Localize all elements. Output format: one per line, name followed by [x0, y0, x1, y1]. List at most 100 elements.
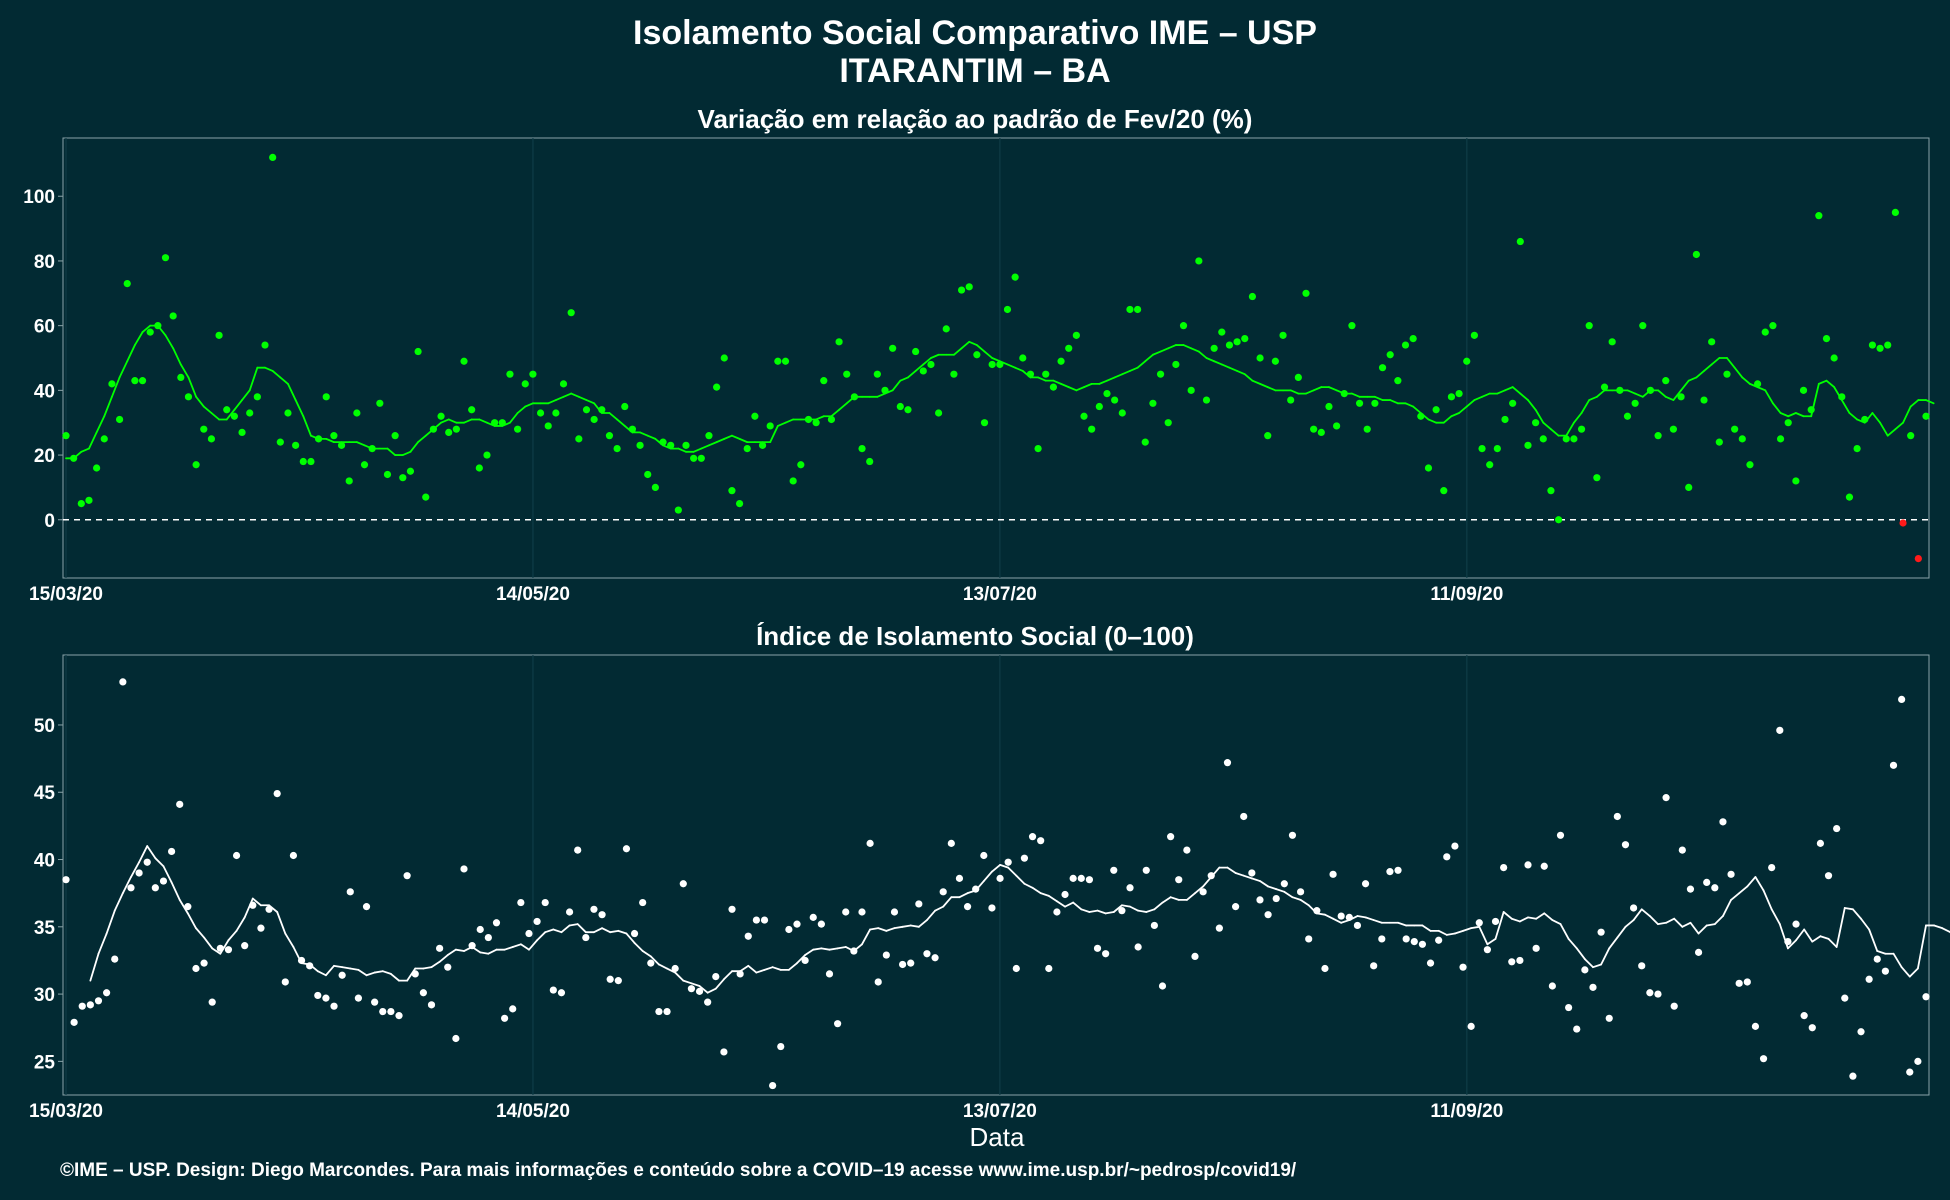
daily-point [735, 499, 744, 508]
moving-average-segment [279, 376, 289, 385]
daily-point [391, 432, 399, 440]
daily-point [1881, 967, 1889, 975]
daily-point [704, 998, 712, 1006]
daily-point [208, 998, 216, 1006]
moving-average-segment [1600, 947, 1611, 966]
daily-point [1111, 396, 1119, 404]
daily-point [460, 357, 468, 365]
daily-point [751, 412, 759, 420]
daily-point [549, 986, 557, 994]
daily-point [1164, 419, 1172, 427]
daily-point [1256, 896, 1264, 904]
daily-point [1409, 334, 1417, 343]
daily-point [1483, 946, 1491, 954]
daily-point [1191, 952, 1199, 961]
daily-point [1199, 888, 1207, 896]
moving-average-segment [1167, 344, 1177, 350]
daily-point [858, 444, 866, 453]
moving-average-segment [1772, 402, 1782, 414]
moving-average-segment [271, 370, 282, 379]
moving-average-segment [1933, 924, 1944, 930]
moving-average-segment [1445, 932, 1456, 936]
moving-average-segment [1096, 909, 1107, 915]
daily-point [1134, 943, 1142, 951]
daily-point [1037, 837, 1045, 845]
moving-average-segment [820, 947, 831, 951]
moving-average-segment [1145, 908, 1156, 913]
daily-point [151, 884, 159, 892]
daily-point [1581, 966, 1589, 974]
moving-average-segment [666, 967, 677, 974]
moving-average-segment [1840, 399, 1851, 414]
moving-average-segment [227, 929, 238, 942]
daily-point [1873, 955, 1881, 963]
x-tick-label: 14/05/20 [496, 1101, 570, 1122]
moving-average-segment [202, 405, 213, 414]
daily-point [1516, 237, 1524, 246]
daily-point [529, 370, 537, 378]
moving-average-segment [999, 864, 1010, 869]
daily-point [1670, 1002, 1678, 1010]
moving-average-segment [1680, 379, 1690, 392]
moving-average-segment [1722, 898, 1732, 917]
daily-point [1183, 846, 1191, 854]
daily-point [947, 839, 955, 847]
daily-point [521, 380, 529, 388]
daily-point [1340, 389, 1348, 398]
daily-point [1727, 870, 1735, 878]
daily-point [1865, 975, 1873, 983]
moving-average-segment [1052, 379, 1062, 385]
moving-average-segment [349, 967, 360, 971]
daily-point [1605, 1014, 1613, 1022]
daily-point [399, 474, 407, 482]
daily-point [1738, 435, 1746, 443]
daily-point [1418, 940, 1427, 948]
daily-point [1638, 962, 1646, 970]
daily-point [613, 444, 621, 453]
moving-average-segment [1542, 421, 1552, 431]
daily-point [598, 911, 606, 919]
daily-point [950, 370, 958, 378]
daily-point [1333, 422, 1341, 430]
moving-average-segment [893, 925, 904, 930]
moving-average-segment [233, 399, 243, 411]
moving-average-segment [625, 932, 636, 944]
bottom-panel: 15/03/20 14/05/20 13/07/20 11/09/20 25 30 35 40… [29, 655, 1950, 1122]
daily-point [785, 925, 793, 934]
daily-point [996, 874, 1004, 882]
daily-point [1149, 399, 1157, 407]
daily-point [167, 847, 176, 856]
moving-average-segment [454, 948, 465, 952]
daily-point [525, 929, 533, 938]
moving-average-segment [89, 952, 100, 982]
daily-point [468, 406, 476, 414]
daily-point [1906, 1068, 1914, 1076]
daily-point [565, 908, 574, 916]
moving-average-segment [1259, 382, 1269, 389]
daily-point [1585, 322, 1593, 330]
moving-average-segment [1892, 952, 1903, 969]
daily-point [1440, 487, 1448, 495]
daily-point [1371, 399, 1379, 407]
daily-point [536, 409, 545, 417]
moving-average-segment [187, 376, 198, 398]
daily-point [445, 428, 453, 437]
daily-point [809, 913, 817, 921]
moving-average-segment [706, 987, 717, 994]
daily-point [491, 419, 499, 427]
daily-point [574, 846, 582, 854]
daily-point [1287, 396, 1295, 404]
moving-average-segment [1794, 412, 1805, 418]
daily-point [1049, 383, 1058, 391]
moving-average-segment [516, 405, 527, 414]
daily-point [687, 985, 696, 993]
moving-average-segment [294, 399, 305, 418]
moving-average-segment [1502, 911, 1513, 920]
daily-point [281, 978, 289, 986]
moving-average-segment [80, 447, 90, 453]
x-tick-label: 11/09/20 [1430, 1101, 1503, 1122]
moving-average-segment [1007, 866, 1018, 877]
daily-point [1329, 870, 1337, 878]
moving-average-segment [1534, 408, 1545, 424]
moving-average-segment [1213, 360, 1223, 366]
